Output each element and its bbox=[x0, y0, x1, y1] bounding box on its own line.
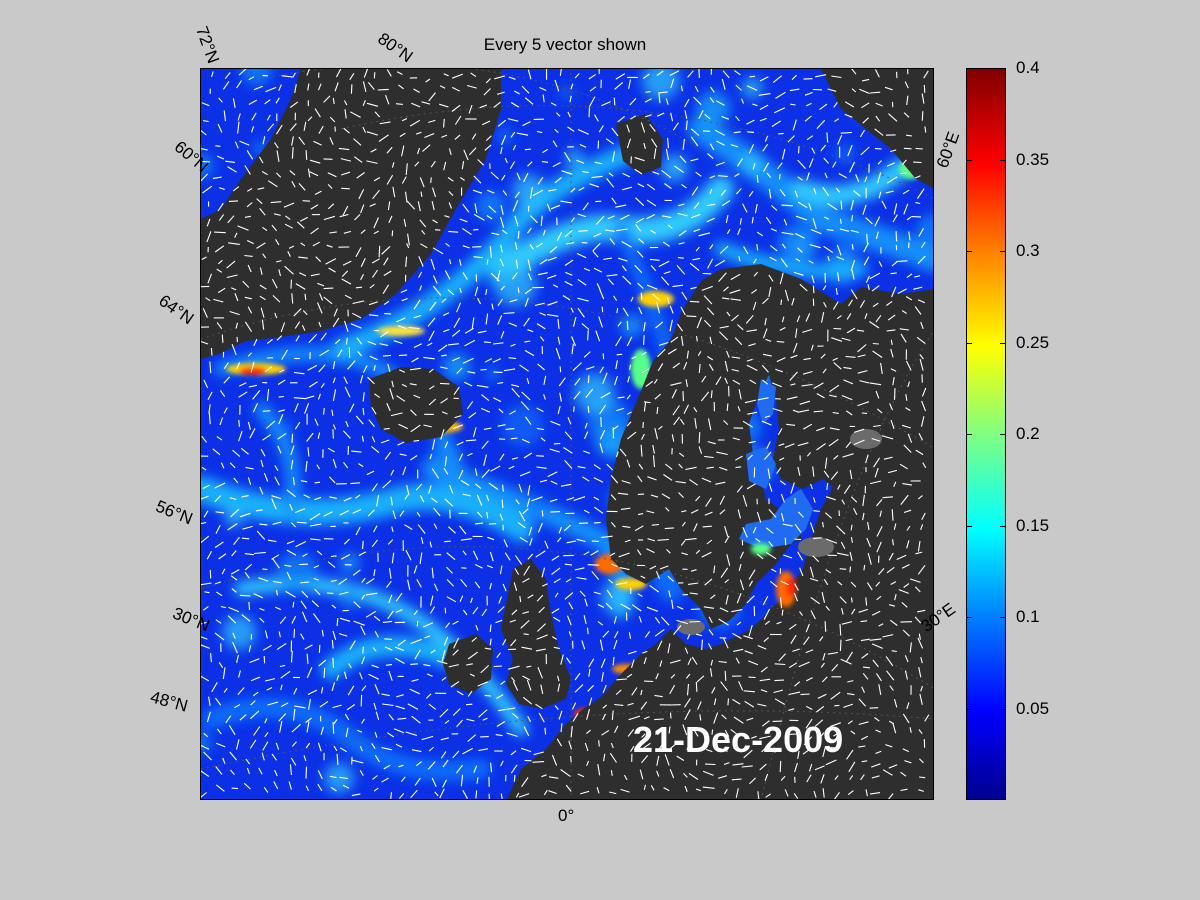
lon-label-60e: 60°E bbox=[932, 129, 964, 171]
colorbar-tick-label: 0.25 bbox=[1016, 332, 1050, 352]
scandinavia-europe-land bbox=[506, 264, 933, 799]
colorbar-tick-mark bbox=[1000, 434, 1006, 435]
colorbar-tick-label: 0.4 bbox=[1016, 58, 1040, 77]
ireland-land bbox=[443, 634, 493, 694]
colorbar-tick-mark bbox=[966, 617, 972, 618]
colorbar-tick-mark bbox=[966, 159, 972, 161]
colorbar-tick-mark bbox=[966, 434, 972, 435]
iceland-land bbox=[369, 367, 463, 443]
colorbar-tick-label: 0.1 bbox=[1016, 607, 1040, 626]
colorbar-tick-mark bbox=[966, 251, 972, 252]
colorbar-tick-mark bbox=[1000, 617, 1006, 618]
colorbar-tick-mark bbox=[966, 342, 972, 344]
colorbar-tick-mark bbox=[966, 525, 972, 527]
colorbar-tick-mark bbox=[1000, 342, 1006, 344]
colorbar-tick-mark bbox=[1000, 68, 1006, 69]
colorbar-tick-mark bbox=[966, 708, 972, 710]
colorbar-tick-mark bbox=[1000, 525, 1006, 527]
map-panel: 21-Dec-2009 bbox=[200, 68, 934, 800]
colorbar-tick-label: 0.15 bbox=[1016, 515, 1050, 535]
lakes bbox=[677, 429, 882, 635]
date-label: 21-Dec-2009 bbox=[633, 719, 844, 760]
novaya-zemlya-land bbox=[821, 69, 933, 188]
figure-title: Every 5 vector shown bbox=[483, 35, 647, 54]
baltic-hotspots bbox=[751, 543, 796, 607]
baltic-sea bbox=[739, 379, 813, 549]
colorbar-tick-mark bbox=[1000, 708, 1006, 710]
colorbar-tick-label: 0.05 bbox=[1016, 698, 1050, 718]
colorbar-tick-mark bbox=[966, 68, 972, 69]
lat-label-56n: 56°N bbox=[153, 496, 196, 529]
colorbar-tick-label: 0.3 bbox=[1016, 241, 1040, 260]
lat-label-64n: 64°N bbox=[155, 290, 198, 329]
colorbar-tick-mark bbox=[1000, 159, 1006, 161]
colorbar-tick-label: 0.2 bbox=[1016, 424, 1040, 443]
svalbard-land bbox=[616, 114, 663, 175]
graticule bbox=[201, 69, 933, 799]
colorbar-tick-mark bbox=[1000, 251, 1006, 252]
velocity-vectors bbox=[201, 69, 930, 799]
colorbar-tick-label: 0.35 bbox=[1016, 149, 1050, 169]
lon-label-0: 0° bbox=[558, 806, 575, 825]
current-speed-map bbox=[201, 69, 933, 799]
lat-label-48n: 48°N bbox=[148, 687, 190, 716]
great-britain-land bbox=[501, 559, 571, 709]
